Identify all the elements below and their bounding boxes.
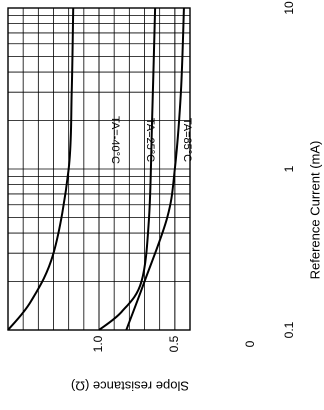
y-tick-label: 0 — [243, 340, 257, 347]
series-label: TA=25°C — [144, 118, 156, 162]
x-tick-label: 1 — [282, 165, 296, 172]
curve — [7, 7, 75, 331]
y-tick-label: 1.0 — [91, 335, 105, 352]
series-label: TA=-40°C — [109, 116, 121, 164]
x-tick-label: 10 — [282, 1, 296, 15]
x-axis-label: Reference Current (mA) — [307, 141, 322, 280]
y-tick-label: 0.5 — [167, 335, 181, 352]
y-axis-label: Slope resistance (Ω) — [71, 379, 189, 394]
x-tick-label: 0.1 — [282, 321, 296, 338]
series-label: TA=85°C — [181, 118, 193, 162]
curve — [98, 7, 157, 331]
curve — [125, 7, 185, 331]
